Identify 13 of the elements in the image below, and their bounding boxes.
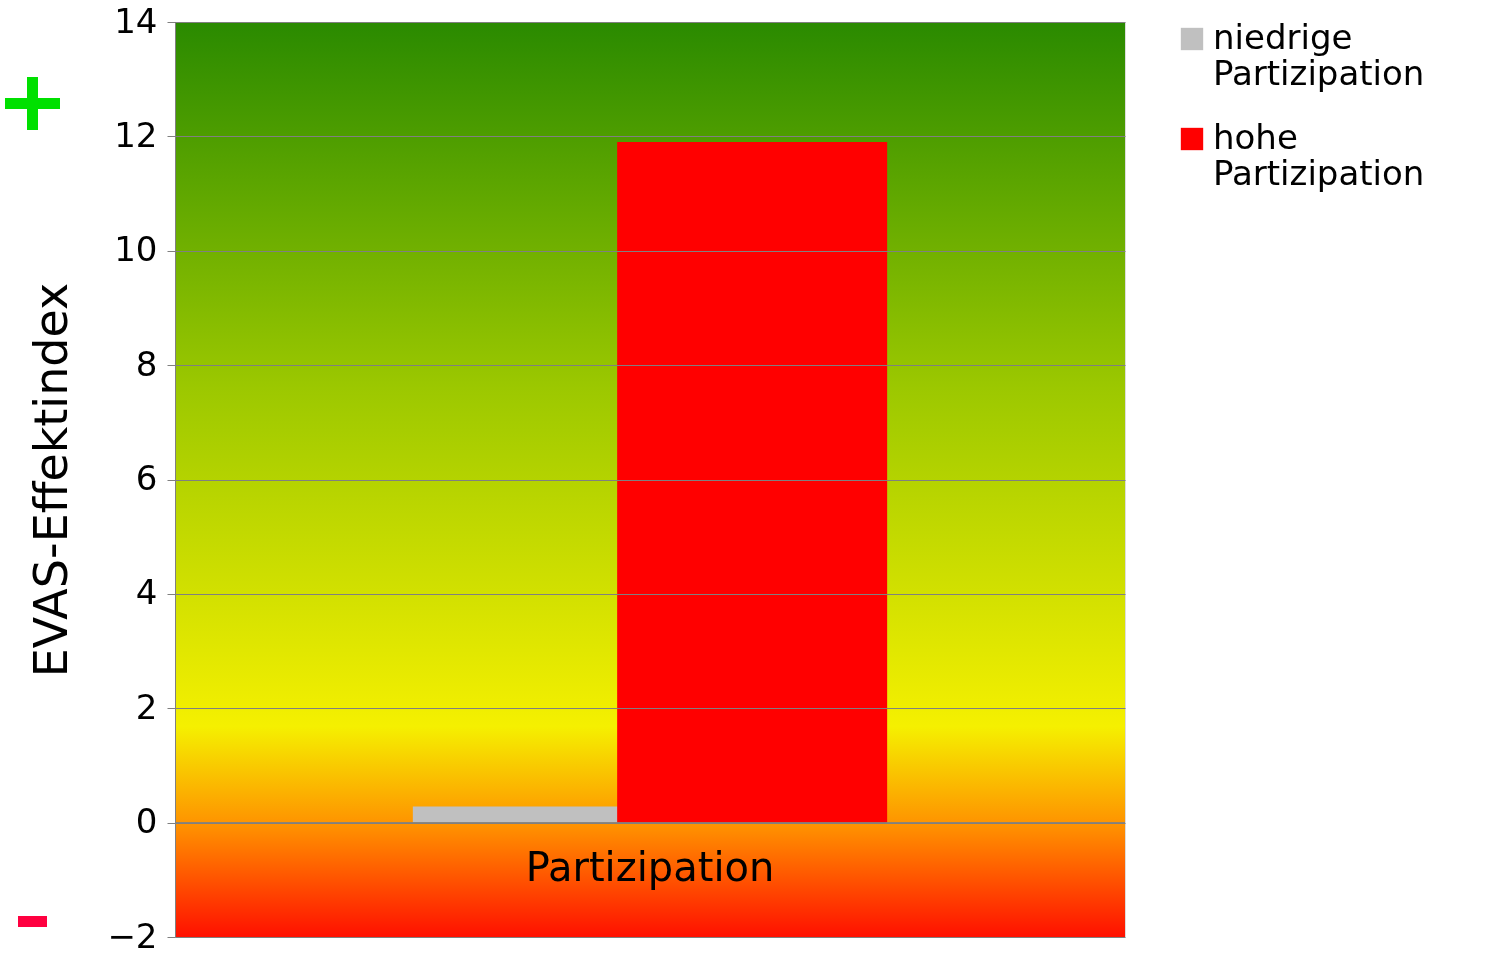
x-tick-label: Partizipation: [525, 843, 775, 890]
y-tick-label: 10: [114, 229, 158, 270]
y-tick-label: 12: [114, 114, 158, 155]
legend-label: niedrige Partizipation: [1213, 17, 1425, 93]
y-tick-label: 6: [135, 458, 158, 498]
y-tick-label: 8: [135, 343, 158, 384]
y-tick-label: −2: [107, 915, 158, 956]
y-tick-label: 14: [114, 0, 158, 41]
y-tick-label: 0: [135, 801, 158, 842]
y-tick-label: 4: [135, 572, 158, 613]
y-tick-label: 2: [135, 686, 158, 727]
legend-label: hohe Partizipation: [1213, 117, 1425, 193]
y-axis-title: EVAS-Effektindex: [24, 282, 79, 678]
